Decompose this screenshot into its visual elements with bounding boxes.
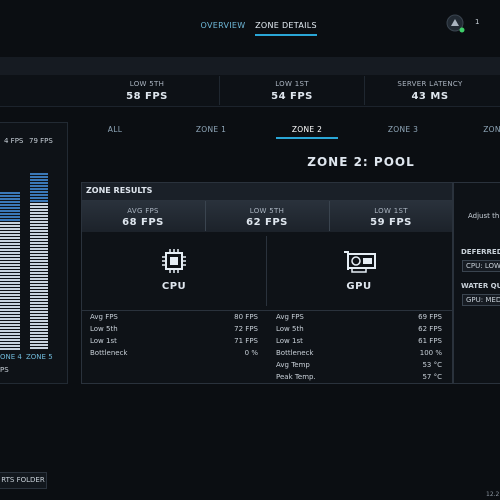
divider: [329, 201, 330, 231]
row-value: 62 FPS: [418, 325, 442, 333]
nav-tab[interactable]: OVERVIEW: [200, 21, 246, 30]
row-value: 80 FPS: [234, 313, 258, 321]
summary-value: 58 FPS: [126, 91, 168, 102]
row-value: 71 FPS: [234, 337, 258, 345]
stat-value: 59 FPS: [370, 217, 412, 228]
results-header: [82, 183, 452, 200]
nav-underline: [255, 34, 317, 36]
zone-tab[interactable]: ZONE 3: [387, 125, 419, 134]
side-bar-top: [0, 192, 20, 222]
folder-button[interactable]: RTS FOLDER: [0, 472, 47, 489]
summary-bar: [0, 75, 500, 107]
gpu-label: GPU: [346, 281, 372, 292]
band: [0, 57, 500, 75]
version: 12.2: [486, 491, 500, 498]
stat-value: 62 FPS: [246, 217, 288, 228]
row-label: Low 1st: [90, 337, 117, 345]
setting-value[interactable]: CPU: LOW: [462, 260, 500, 272]
summary-label: LOW 1ST: [275, 80, 309, 88]
row-value: 69 FPS: [418, 313, 442, 321]
row-value: 0 %: [244, 349, 258, 357]
row-label: Low 5th: [90, 325, 118, 333]
zone-tab[interactable]: ZONE 2: [291, 125, 323, 134]
divider: [219, 76, 220, 105]
zone-title: ZONE 2: POOL: [307, 155, 415, 169]
row-label: Peak Temp.: [276, 373, 316, 381]
setting-value[interactable]: GPU: MED: [462, 294, 500, 306]
summary-value: 54 FPS: [271, 91, 313, 102]
results-stats: [82, 200, 452, 232]
stat-label: LOW 5TH: [249, 207, 285, 215]
bar-label: 4 FPS: [4, 137, 24, 145]
bar-category: ONE 4: [0, 353, 22, 361]
stat-label: LOW 1ST: [374, 207, 408, 215]
side-bar: [30, 173, 48, 350]
zone-tab[interactable]: ZONE 1: [195, 125, 227, 134]
row-value: 53 °C: [422, 361, 442, 369]
zone-tab[interactable]: ALL: [107, 125, 123, 134]
bar-label: 79 FPS: [29, 137, 53, 145]
stat-label: AVG FPS: [127, 207, 159, 215]
row-value: 100 %: [419, 349, 442, 357]
row-label: Avg FPS: [90, 313, 118, 321]
divider: [205, 201, 206, 231]
summary-label: SERVER LATENCY: [397, 80, 463, 88]
nav-tab[interactable]: ZONE DETAILS: [255, 21, 317, 30]
setting-label: WATER QUA: [461, 282, 500, 290]
cpu-label: CPU: [161, 281, 187, 292]
summary-label: LOW 5TH: [129, 80, 165, 88]
side-bar: [0, 192, 20, 350]
row-value: 61 FPS: [418, 337, 442, 345]
gpu-icon: [344, 251, 376, 273]
row-value: 57 °C: [422, 373, 442, 381]
row-label: Bottleneck: [90, 349, 128, 357]
side-bar-top: [30, 173, 48, 203]
zone-tab[interactable]: ZON: [483, 125, 500, 134]
profile-icon[interactable]: [445, 13, 465, 33]
badge: 1: [475, 18, 480, 26]
results-title: ZONE RESULTS: [86, 186, 153, 195]
stat-value: 68 FPS: [122, 217, 164, 228]
divider: [266, 236, 267, 306]
row-label: Low 5th: [276, 325, 304, 333]
setting-label: DEFERRED: [461, 248, 500, 256]
divider: [364, 76, 365, 105]
row-label: Low 1st: [276, 337, 303, 345]
bar-category: ZONE 5: [26, 353, 53, 361]
tab-underline: [276, 137, 338, 139]
side-footer: PS: [0, 366, 9, 374]
settings-panel: [453, 182, 500, 384]
row-label: Bottleneck: [276, 349, 314, 357]
summary-value: 43 MS: [411, 91, 449, 102]
row-value: 72 FPS: [234, 325, 258, 333]
row-label: Avg Temp: [276, 361, 310, 369]
divider: [82, 310, 452, 311]
settings-hint: Adjust th: [468, 212, 500, 220]
row-label: Avg FPS: [276, 313, 304, 321]
cpu-icon: [162, 249, 186, 273]
